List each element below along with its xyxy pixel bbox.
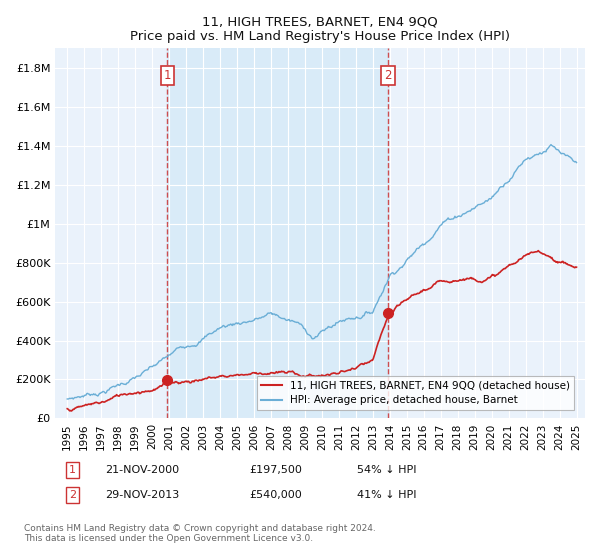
- Text: 2: 2: [69, 490, 76, 500]
- Bar: [167, 48, 388, 418]
- Legend: 11, HIGH TREES, BARNET, EN4 9QQ (detached house), HPI: Average price, detached h: 11, HIGH TREES, BARNET, EN4 9QQ (detache…: [257, 376, 574, 409]
- Text: 1: 1: [164, 69, 171, 82]
- Text: 21-NOV-2000: 21-NOV-2000: [105, 465, 179, 475]
- Text: 2: 2: [385, 69, 392, 82]
- Text: 41% ↓ HPI: 41% ↓ HPI: [357, 490, 416, 500]
- Text: £540,000: £540,000: [249, 490, 302, 500]
- Text: 54% ↓ HPI: 54% ↓ HPI: [357, 465, 416, 475]
- Text: Contains HM Land Registry data © Crown copyright and database right 2024.
This d: Contains HM Land Registry data © Crown c…: [24, 524, 376, 543]
- Text: 1: 1: [69, 465, 76, 475]
- Title: 11, HIGH TREES, BARNET, EN4 9QQ
Price paid vs. HM Land Registry's House Price In: 11, HIGH TREES, BARNET, EN4 9QQ Price pa…: [130, 15, 510, 43]
- Text: £197,500: £197,500: [249, 465, 302, 475]
- Text: 29-NOV-2013: 29-NOV-2013: [105, 490, 179, 500]
